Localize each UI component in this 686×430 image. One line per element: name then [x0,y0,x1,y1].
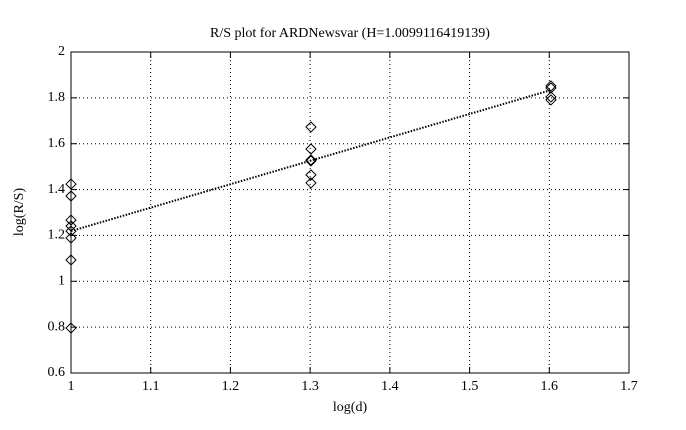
data-point [65,190,77,202]
y-tick-label: 0.8 [48,319,66,334]
data-point [305,143,317,155]
data-point [545,82,557,94]
data-point [65,322,77,334]
y-tick-label: 1 [58,274,65,289]
x-tick-label: 1.1 [142,379,160,394]
data-point [305,177,317,189]
y-tick-label: 2 [58,44,65,59]
data-point [305,169,317,181]
x-tick-label: 1.3 [301,379,319,394]
x-axis-label: log(d) [333,400,368,415]
x-tick-label: 1 [68,379,75,394]
data-point [65,254,77,266]
y-tick-label: 0.6 [48,365,66,380]
plot-frame [70,51,630,374]
y-tick-label: 1.8 [48,90,66,105]
data-point [305,154,317,166]
data-point [65,178,77,190]
data-point [545,80,557,92]
y-axis-label: log(R/S) [12,188,27,237]
chart-title: R/S plot for ARDNewsvar (H=1.00991164191… [210,26,490,41]
x-tick-label: 1.4 [381,379,399,394]
x-tick-label: 1.7 [620,379,638,394]
data-point [305,121,317,133]
y-tick-label: 1.6 [48,136,66,151]
x-tick-label: 1.6 [541,379,559,394]
data-point [545,94,557,106]
data-point [65,214,77,226]
fit-line [70,89,552,233]
y-tick-label: 1.4 [48,182,66,197]
y-tick-label: 1.2 [48,228,66,243]
x-tick-label: 1.2 [222,379,240,394]
x-tick-label: 1.5 [461,379,479,394]
data-point [65,232,77,244]
data-point [305,155,317,167]
data-point [545,91,557,103]
